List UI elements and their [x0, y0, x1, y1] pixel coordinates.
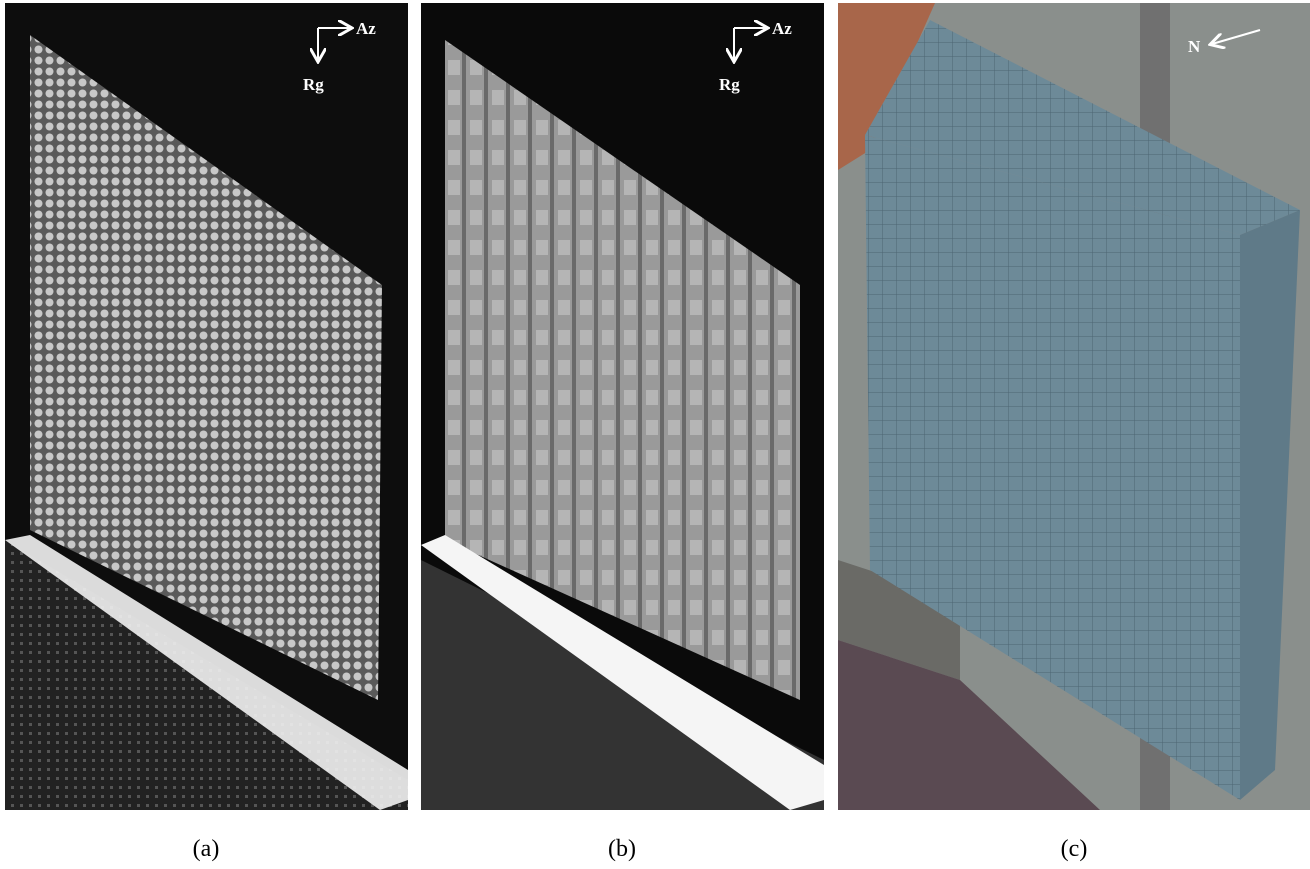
rg-label: Rg: [303, 75, 324, 94]
panel-caption: (a): [193, 836, 220, 862]
north-label: N: [1188, 37, 1201, 56]
panel-caption: (b): [608, 836, 636, 862]
rg-label: Rg: [719, 75, 740, 94]
az-label: Az: [356, 19, 376, 38]
panel-b: Az Rg (b): [421, 3, 824, 862]
panel-a: Az Rg (a): [5, 3, 408, 862]
figure: Az Rg (a) Az Rg (b) N (c): [0, 0, 1310, 864]
az-label: Az: [772, 19, 792, 38]
page: Az Rg (a) Az Rg (b) N (c) (() => { const…: [0, 0, 1310, 864]
panel-caption: (c): [1061, 836, 1088, 862]
panel-c: N (c): [838, 3, 1310, 862]
